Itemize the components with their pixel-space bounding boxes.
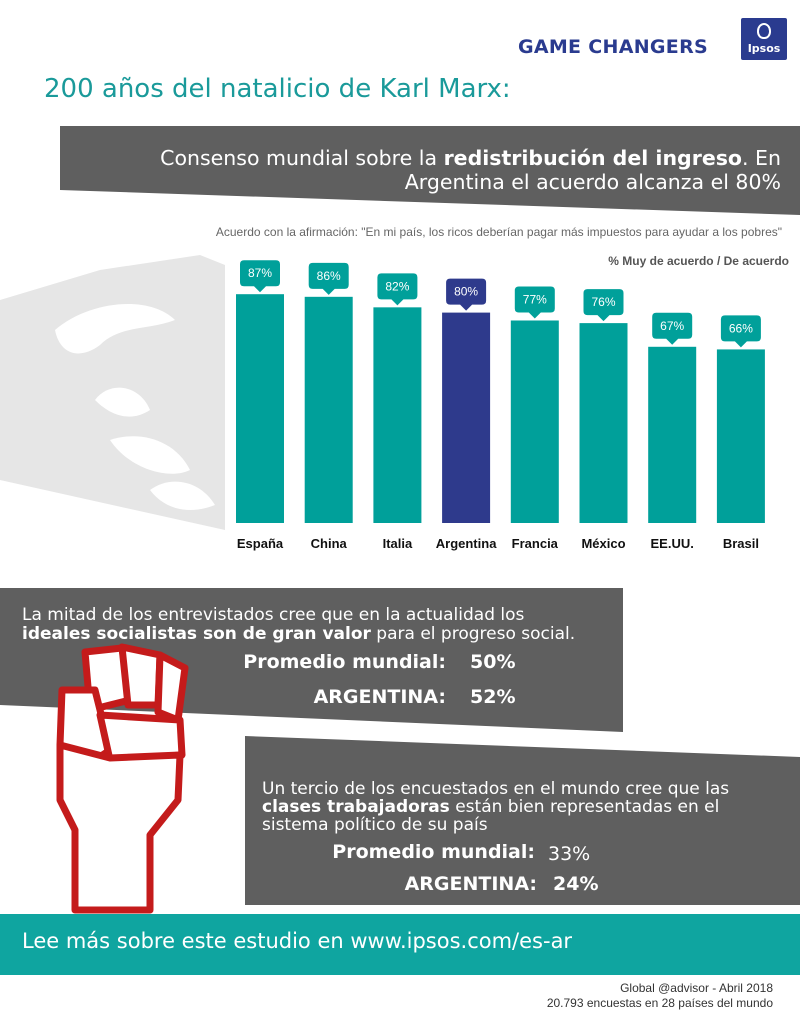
bar-0 — [236, 294, 284, 523]
data-label-3: 80% — [454, 285, 478, 299]
ipsos-logo: Ipsos — [741, 18, 787, 60]
chart-title: Acuerdo con la afirmación: "En mi país, … — [215, 225, 782, 239]
block3-row1-label: Promedio mundial: — [332, 841, 535, 863]
data-label-6: 67% — [660, 319, 684, 333]
brand-title: GAME CHANGERS — [517, 36, 708, 58]
data-label-bubble-4: 77% — [514, 286, 555, 319]
bar-5 — [579, 323, 628, 523]
footer-bar — [0, 914, 800, 975]
data-label-1: 86% — [317, 269, 341, 283]
bubble-shape-0 — [240, 260, 280, 293]
category-label-6: EE.UU. — [651, 536, 694, 551]
block3-line2-post: están bien representadas en el — [449, 797, 720, 817]
bar-7 — [716, 349, 765, 523]
block2-line2-bold: ideales socialistas son de gran valor — [22, 624, 371, 644]
bar-2 — [373, 307, 422, 523]
block2-line1: La mitad de los entrevistados cree que e… — [22, 605, 525, 625]
banner1-line2: Argentina el acuerdo alcanza el 80% — [404, 170, 781, 194]
source-line2: 20.793 encuestas en 28 países del mundo — [546, 996, 773, 1010]
banner1-line1-bold: redistribución del ingreso — [443, 146, 743, 170]
data-label-bubble-5: 76% — [583, 289, 624, 322]
block2-line2-post: para el progreso social. — [370, 624, 576, 644]
data-label-bubble-0: 87% — [240, 260, 280, 293]
bubble-shape-3 — [446, 278, 487, 311]
bar-3 — [442, 312, 491, 523]
block3-row1-value: 33% — [548, 843, 591, 865]
bar-chart: 87% España 86% China 82% Italia 80% Argentina 77… — [236, 260, 765, 551]
data-label-bubble-6: 67% — [652, 312, 693, 345]
block2-row2-label: ARGENTINA: — [313, 686, 446, 708]
bar-1 — [304, 296, 353, 523]
chart-ylabel: % Muy de acuerdo / De acuerdo — [608, 254, 789, 268]
data-label-bubble-7: 66% — [720, 315, 761, 348]
category-label-5: México — [581, 536, 625, 551]
block3-text: Un tercio de los encuestados en el mundo… — [262, 780, 792, 834]
bubble-shape-2 — [377, 273, 418, 306]
page-title: 200 años del natalicio de Karl Marx: — [44, 74, 511, 104]
block3-row2-label: ARGENTINA: — [404, 873, 537, 895]
banner3-shape — [245, 736, 800, 905]
category-label-7: Brasil — [723, 536, 759, 551]
footer-cta-link[interactable]: Lee más sobre este estudio en www.ipsos.… — [22, 929, 573, 953]
data-label-bubble-2: 82% — [377, 273, 418, 306]
block3-row2-value: 24% — [553, 873, 599, 895]
bar-6 — [648, 346, 697, 523]
banner1-text: Consenso mundial sobre la redistribución… — [0, 146, 781, 194]
bubble-shape-5 — [583, 289, 624, 322]
banner1-line1: Consenso mundial sobre la redistribución… — [0, 146, 781, 170]
banner1-line1-post: . En — [742, 146, 781, 170]
data-label-0: 87% — [248, 266, 272, 280]
block2-row2-value: 52% — [470, 686, 516, 708]
block3-line2-bold: clases trabajadoras — [262, 797, 450, 817]
banner1-shape — [60, 126, 800, 215]
block3-line2: clases trabajadoras están bien represent… — [262, 798, 792, 816]
category-label-1: China — [311, 536, 348, 551]
data-label-5: 76% — [591, 295, 615, 309]
category-label-3: Argentina — [436, 536, 497, 551]
category-label-4: Francia — [512, 536, 559, 551]
data-label-7: 66% — [729, 321, 753, 335]
bubble-shape-4 — [514, 286, 555, 319]
category-label-2: Italia — [383, 536, 413, 551]
block3-line1: Un tercio de los encuestados en el mundo… — [262, 779, 730, 799]
data-label-bubble-1: 86% — [308, 262, 349, 295]
raised-fist-icon — [56, 643, 189, 914]
data-label-4: 77% — [523, 292, 547, 306]
banner1-line1-pre: Consenso mundial sobre la — [160, 146, 444, 170]
bar-4 — [510, 320, 559, 523]
block2-row1-value: 50% — [470, 651, 516, 673]
logo-text: Ipsos — [747, 42, 781, 55]
source-line1: Global @advisor - Abril 2018 — [620, 981, 773, 995]
data-label-bubble-3: 80% — [446, 278, 487, 311]
block2-row1-label: Promedio mundial: — [243, 651, 446, 673]
bubble-shape-7 — [720, 315, 761, 348]
data-label-2: 82% — [385, 279, 409, 293]
bubble-shape-1 — [308, 262, 349, 295]
block2-text: La mitad de los entrevistados cree que e… — [22, 606, 612, 644]
bubble-shape-6 — [652, 312, 693, 345]
block3-line3: sistema político de su país — [262, 815, 488, 835]
category-label-0: España — [237, 536, 284, 551]
block2-line2: ideales socialistas son de gran valor pa… — [22, 625, 612, 644]
logo-mark-icon — [757, 23, 771, 39]
